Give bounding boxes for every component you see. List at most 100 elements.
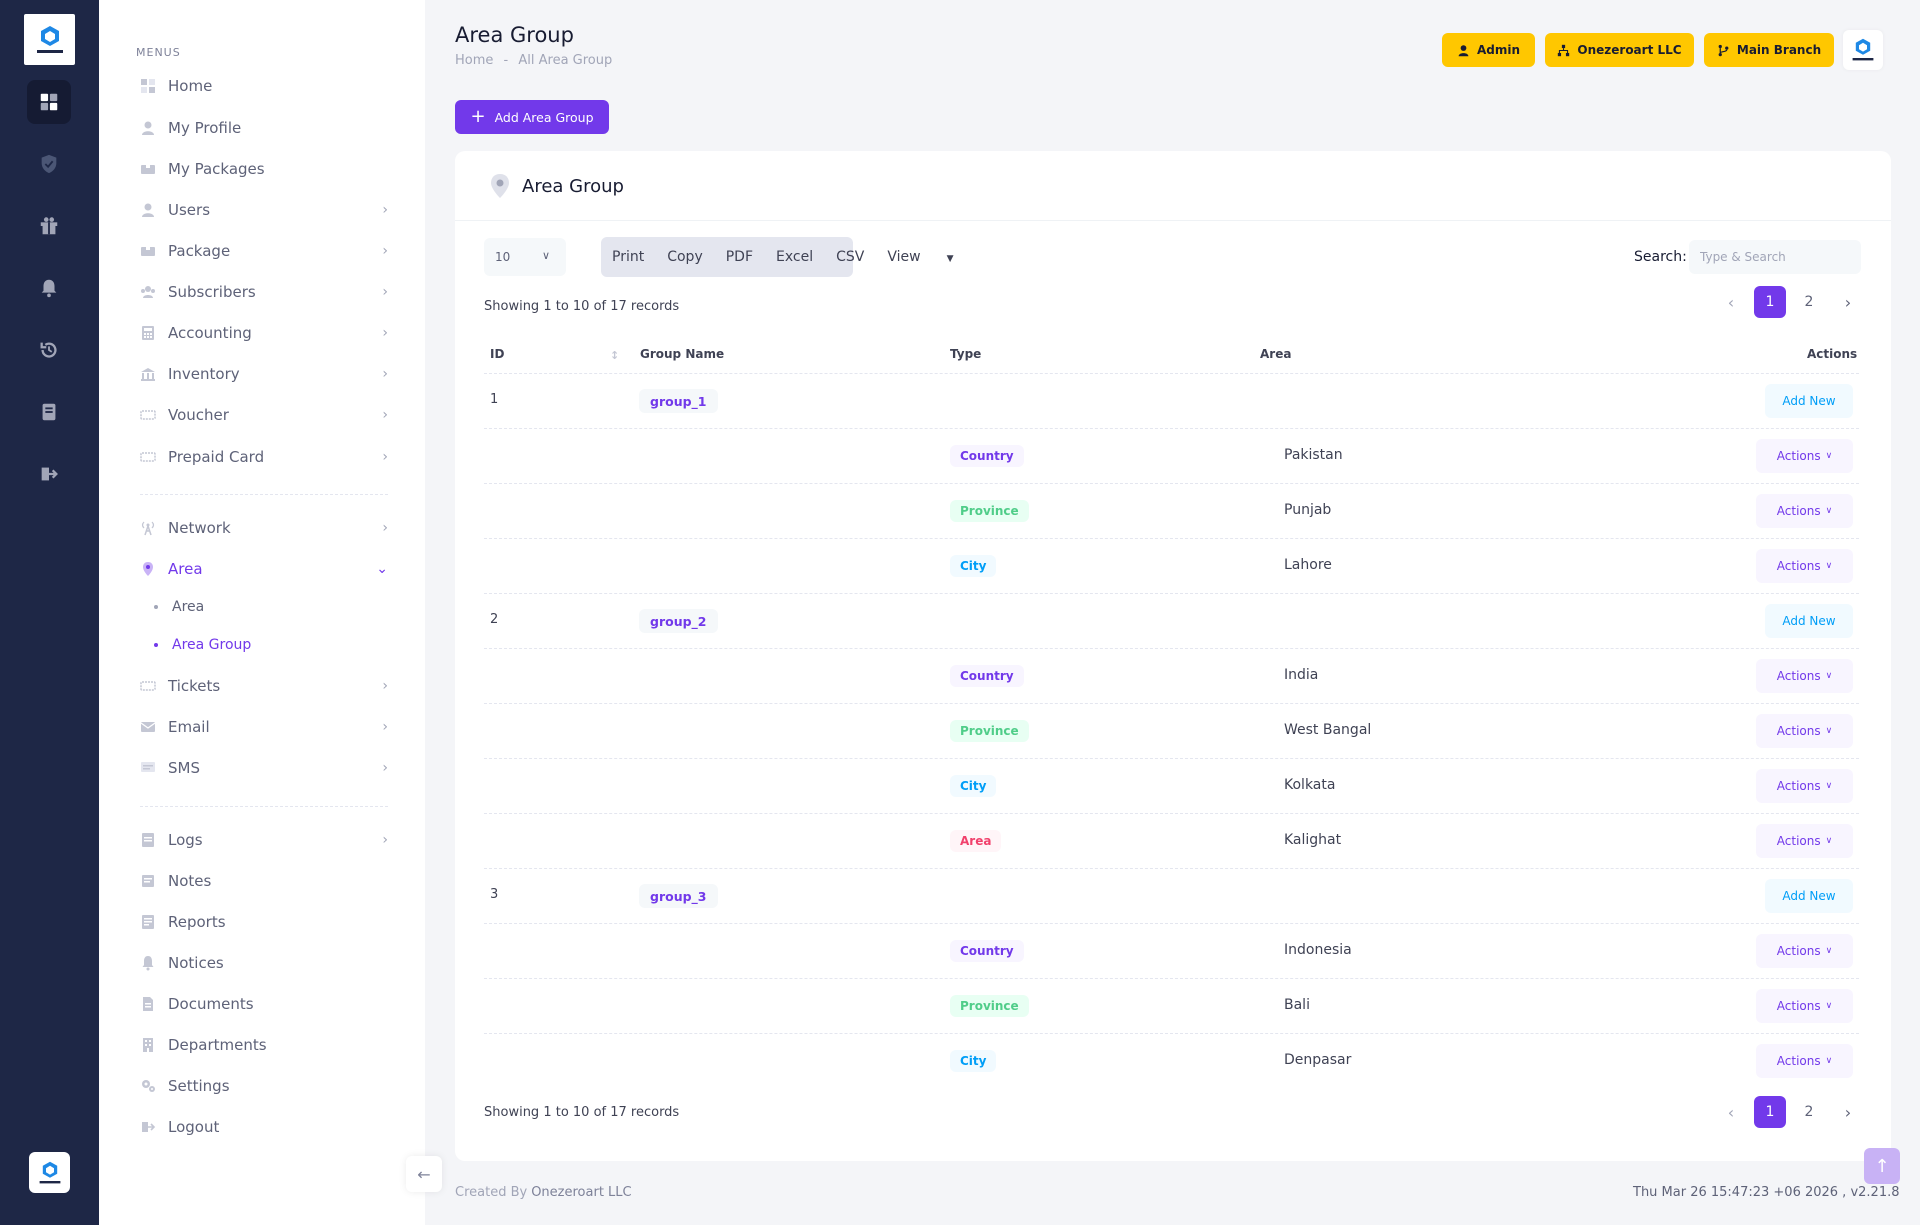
- actions-dropdown[interactable]: Actions ∨: [1756, 769, 1853, 803]
- ticket-icon: [140, 678, 156, 694]
- breadcrumb-home[interactable]: Home: [455, 53, 494, 68]
- menu-item-network[interactable]: Network ›: [140, 513, 388, 543]
- chevron-right-icon: ›: [382, 449, 388, 465]
- csv-button[interactable]: CSV: [836, 249, 865, 265]
- pdf-button[interactable]: PDF: [725, 249, 754, 265]
- menu-item-home[interactable]: Home: [140, 71, 388, 101]
- footer-company-link[interactable]: Onezeroart LLC: [531, 1185, 632, 1200]
- chevron-down-icon: ∨: [1825, 1056, 1833, 1066]
- company-button[interactable]: Onezeroart LLC: [1545, 33, 1694, 67]
- menu-item-voucher[interactable]: Voucher ›: [140, 400, 388, 430]
- caret-down-icon: ▼: [946, 254, 954, 264]
- column-header-area[interactable]: Area: [1260, 347, 1291, 361]
- menu-item-my-profile[interactable]: My Profile: [140, 113, 388, 143]
- chevron-down-icon: ∨: [1825, 836, 1833, 846]
- column-header-group-name[interactable]: Group Name: [640, 347, 724, 361]
- submenu-item-area-group[interactable]: Area Group: [154, 632, 251, 658]
- previous-page-button[interactable]: ‹: [1727, 1102, 1735, 1122]
- menu-item-inventory[interactable]: Inventory ›: [140, 359, 388, 389]
- book-rail-button[interactable]: [27, 390, 71, 434]
- column-header-label: Type: [950, 347, 982, 361]
- page-1-button[interactable]: 1: [1754, 1096, 1786, 1128]
- scroll-to-top-button[interactable]: ↑: [1864, 1148, 1900, 1184]
- menu-item-label: Home: [168, 77, 213, 95]
- actions-dropdown[interactable]: Actions ∨: [1756, 659, 1853, 693]
- menu-item-reports[interactable]: Reports: [140, 907, 388, 937]
- admin-button[interactable]: Admin: [1442, 33, 1535, 67]
- menu-item-label: Network: [168, 519, 231, 537]
- column-header-id[interactable]: ID: [490, 347, 504, 361]
- page-2-button[interactable]: 2: [1804, 294, 1814, 310]
- menu-item-logs[interactable]: Logs ›: [140, 825, 388, 855]
- menu-item-users[interactable]: Users ›: [140, 195, 388, 225]
- next-page-button[interactable]: ›: [1844, 292, 1852, 312]
- security-rail-button[interactable]: [27, 142, 71, 186]
- column-header-type[interactable]: Type: [950, 347, 981, 361]
- app-logo[interactable]: [24, 14, 75, 65]
- notifications-rail-button[interactable]: [27, 266, 71, 310]
- actions-label: Actions: [1776, 449, 1821, 463]
- actions-dropdown[interactable]: Actions ∨: [1756, 714, 1853, 748]
- search-input[interactable]: [1689, 240, 1861, 274]
- menu-item-settings[interactable]: Settings: [140, 1071, 388, 1101]
- page-length-select[interactable]: 10 ∨: [484, 238, 566, 276]
- menu-item-sms[interactable]: SMS ›: [140, 753, 388, 783]
- add-new-button[interactable]: Add New: [1765, 879, 1853, 913]
- history-rail-button[interactable]: [27, 328, 71, 372]
- row-id: 3: [490, 887, 499, 902]
- menu-item-notes[interactable]: Notes: [140, 866, 388, 896]
- sign-out-icon: [140, 1119, 156, 1135]
- grid-icon: [40, 93, 58, 111]
- row-id: 2: [490, 612, 499, 627]
- calculator-icon: [140, 325, 156, 341]
- menu-item-tickets[interactable]: Tickets ›: [140, 671, 388, 701]
- chevron-down-icon: ∨: [1825, 1001, 1833, 1011]
- actions-dropdown[interactable]: Actions ∨: [1756, 824, 1853, 858]
- actions-dropdown[interactable]: Actions ∨: [1756, 989, 1853, 1023]
- add-new-button[interactable]: Add New: [1765, 384, 1853, 418]
- print-button[interactable]: Print: [612, 249, 645, 265]
- menu-item-package[interactable]: Package ›: [140, 236, 388, 266]
- menu-item-subscribers[interactable]: Subscribers ›: [140, 277, 388, 307]
- area-name: Kalighat: [1284, 832, 1342, 848]
- previous-page-button[interactable]: ‹: [1727, 292, 1735, 312]
- group-name-badge: group_2: [639, 609, 718, 633]
- next-page-button[interactable]: ›: [1844, 1102, 1852, 1122]
- table-row: City Kolkata Actions ∨: [484, 759, 1859, 814]
- add-new-button[interactable]: Add New: [1765, 604, 1853, 638]
- actions-dropdown[interactable]: Actions ∨: [1756, 439, 1853, 473]
- document-icon: [140, 996, 156, 1012]
- menu-item-notices[interactable]: Notices: [140, 948, 388, 978]
- excel-button[interactable]: Excel: [776, 249, 814, 265]
- actions-dropdown[interactable]: Actions ∨: [1756, 1044, 1853, 1078]
- menu-item-email[interactable]: Email ›: [140, 712, 388, 742]
- chevron-right-icon: ›: [382, 520, 388, 536]
- logout-rail-button[interactable]: [27, 452, 71, 496]
- sort-icon[interactable]: ↕: [610, 349, 620, 362]
- actions-dropdown[interactable]: Actions ∨: [1756, 934, 1853, 968]
- menu-item-my-packages[interactable]: My Packages: [140, 154, 388, 184]
- area-name: Punjab: [1284, 502, 1332, 518]
- menu-item-accounting[interactable]: Accounting ›: [140, 318, 388, 348]
- menu-item-documents[interactable]: Documents: [140, 989, 388, 1019]
- user-avatar[interactable]: [29, 1152, 70, 1193]
- company-avatar[interactable]: [1843, 30, 1883, 70]
- menu-item-area[interactable]: Area ⌄: [140, 554, 388, 584]
- menu-item-prepaid-card[interactable]: Prepaid Card ›: [140, 442, 388, 472]
- page-2-button[interactable]: 2: [1804, 1104, 1814, 1120]
- actions-dropdown[interactable]: Actions ∨: [1756, 494, 1853, 528]
- breadcrumb: Home - All Area Group: [455, 53, 618, 68]
- view-dropdown[interactable]: View ▼: [887, 249, 953, 265]
- copy-button[interactable]: Copy: [667, 249, 703, 265]
- dashboard-rail-button[interactable]: [27, 80, 71, 124]
- menu-item-logout[interactable]: Logout: [140, 1112, 388, 1142]
- menu-item-departments[interactable]: Departments: [140, 1030, 388, 1060]
- packages-rail-button[interactable]: [27, 204, 71, 248]
- sidebar-collapse-button[interactable]: ←: [406, 1156, 442, 1192]
- branch-button[interactable]: Main Branch: [1704, 33, 1834, 67]
- submenu-item-area[interactable]: Area: [154, 594, 204, 620]
- add-area-group-button[interactable]: + Add Area Group: [455, 100, 609, 134]
- menu-item-label: Departments: [168, 1036, 267, 1054]
- page-1-button[interactable]: 1: [1754, 286, 1786, 318]
- actions-dropdown[interactable]: Actions ∨: [1756, 549, 1853, 583]
